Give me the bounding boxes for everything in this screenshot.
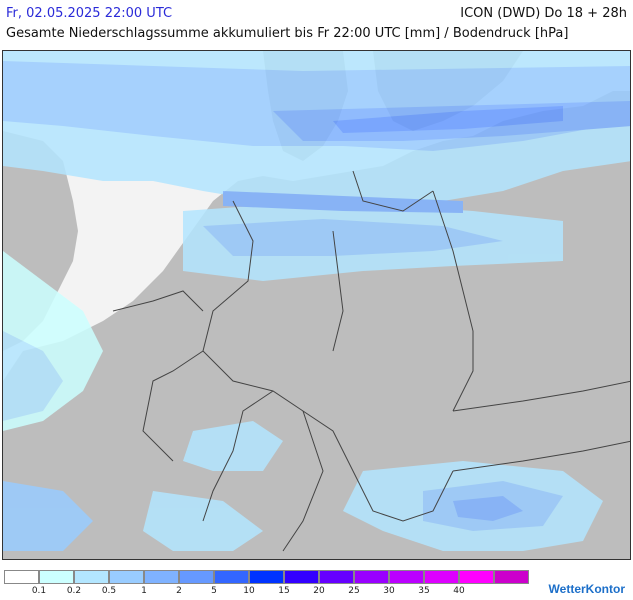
header: Fr, 02.05.2025 22:00 UTC ICON (DWD) Do 1… [0, 0, 633, 50]
legend-swatch [494, 570, 529, 584]
land-area [3, 91, 630, 559]
legend-swatch [354, 570, 389, 584]
brand-logo: WetterKontor [548, 582, 625, 596]
legend-tick-label: 15 [278, 586, 290, 596]
legend-swatch [4, 570, 39, 584]
legend-tick-label: 40 [453, 586, 465, 596]
precip-layer [3, 51, 630, 551]
map-canvas [3, 51, 630, 559]
legend-swatch [319, 570, 354, 584]
legend-swatch [214, 570, 249, 584]
legend-tick-label: 0.2 [66, 586, 82, 596]
map-title: Gesamte Niederschlagssumme akkumuliert b… [6, 26, 569, 41]
legend-swatch [39, 570, 74, 584]
borders [112, 170, 630, 552]
legend-swatch [459, 570, 494, 584]
legend-swatch [389, 570, 424, 584]
forecast-datetime: Fr, 02.05.2025 22:00 UTC [6, 6, 173, 21]
legend-swatch [284, 570, 319, 584]
legend-tick-label: 5 [211, 586, 217, 596]
legend-tick-label: 0.5 [101, 586, 117, 596]
legend-swatch [179, 570, 214, 584]
legend-tick-label: 0.1 [31, 586, 47, 596]
precipitation-map[interactable] [2, 50, 631, 560]
legend-colorbar [4, 570, 529, 586]
legend-swatch [424, 570, 459, 584]
legend-tick-label: 1 [141, 586, 147, 596]
legend-swatch [74, 570, 109, 584]
legend-ticks: 0.1 0.2 0.5 1 2 5 10 15 20 25 30 35 40 [4, 586, 504, 598]
legend-tick-label: 30 [383, 586, 395, 596]
legend-tick-label: 35 [418, 586, 430, 596]
legend-swatch [109, 570, 144, 584]
legend-tick-label: 20 [313, 586, 325, 596]
legend-swatch [249, 570, 284, 584]
model-run: ICON (DWD) Do 18 + 28h [460, 6, 627, 21]
legend-tick-label: 10 [243, 586, 255, 596]
legend-tick-label: 25 [348, 586, 360, 596]
legend-tick-label: 2 [176, 586, 182, 596]
legend-swatch [144, 570, 179, 584]
